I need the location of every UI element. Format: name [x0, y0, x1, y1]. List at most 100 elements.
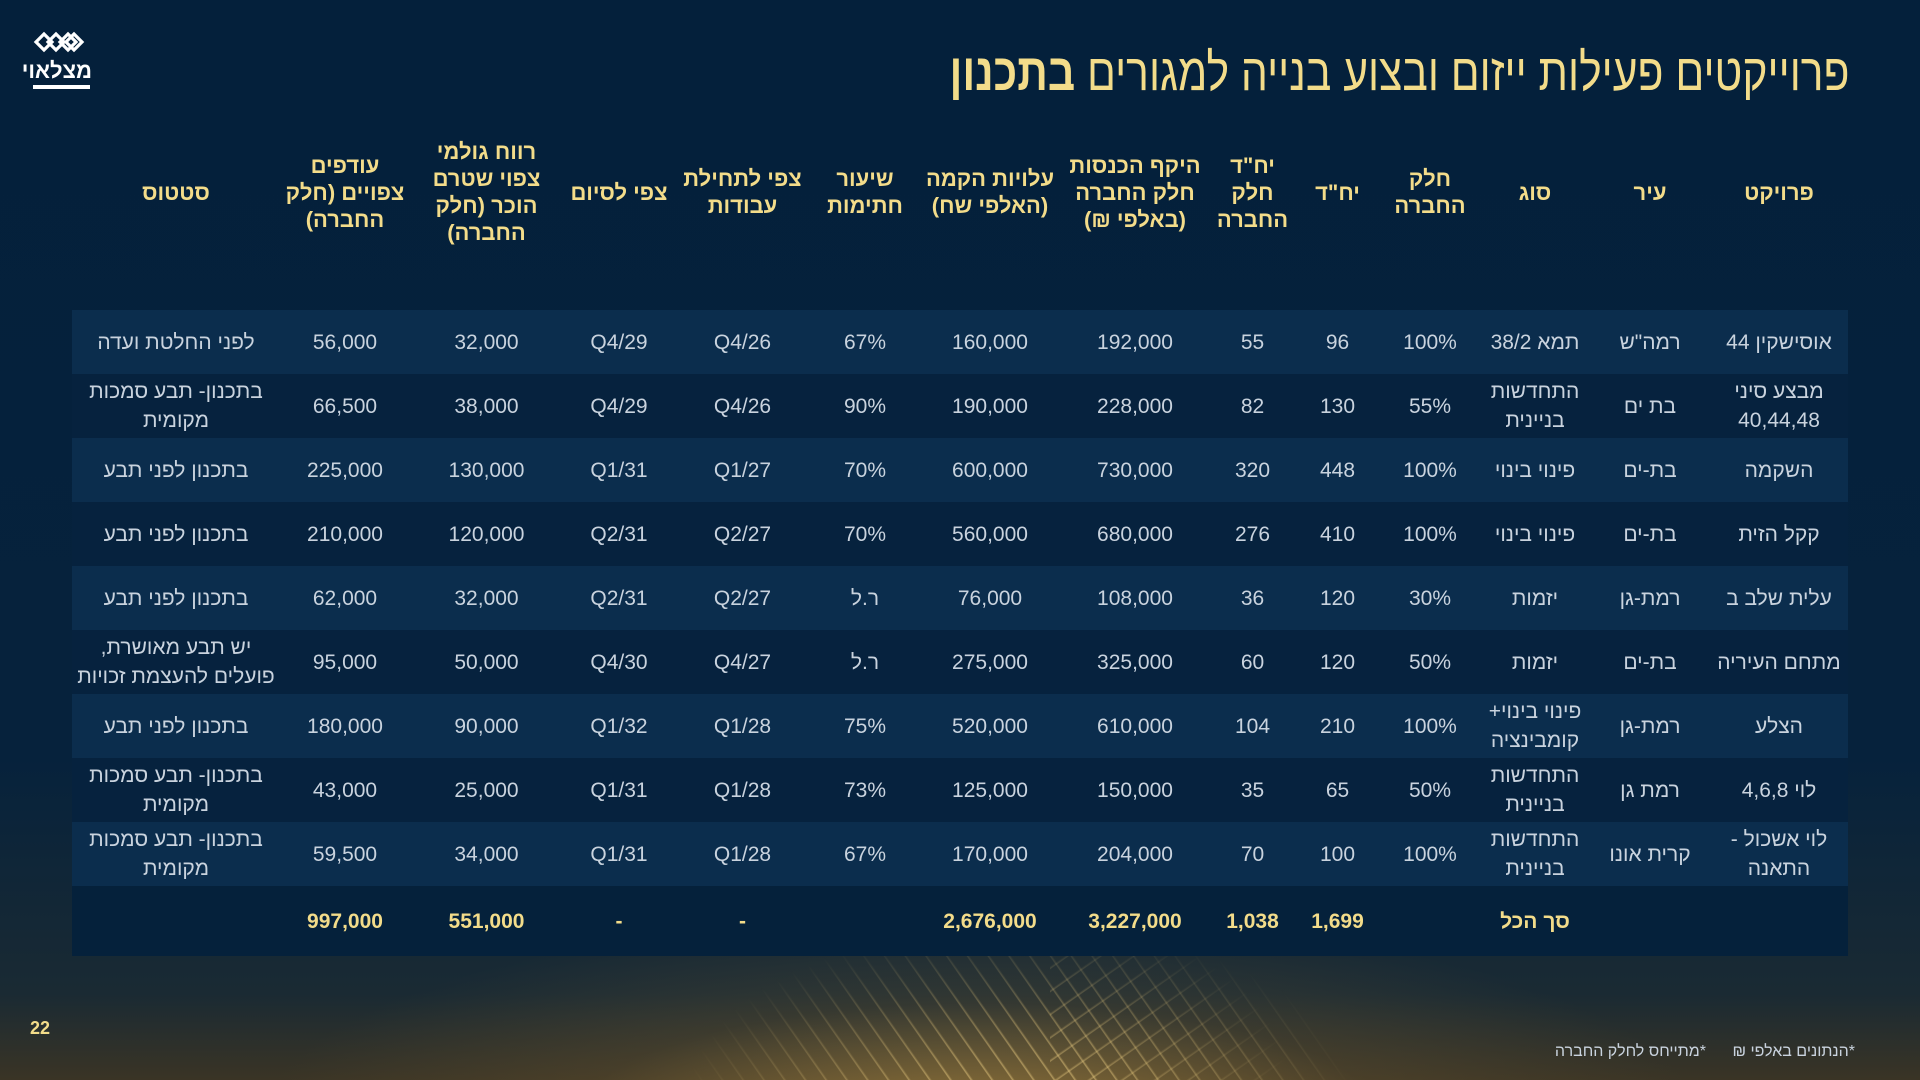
cell-expected-start: Q1/28	[675, 694, 810, 758]
col-header-costs: עלויות הקמה (האלפי שח)	[925, 166, 1055, 218]
cell-expected-end: Q1/32	[563, 694, 675, 758]
footnote-thousands: *הנתונים באלפי ₪	[1732, 1043, 1855, 1060]
cell-status: בתכנון- תבע סמכות מקומית	[72, 822, 280, 886]
cell-company-share: 100%	[1380, 502, 1480, 566]
cell-status: בתכנון לפני תבע	[72, 502, 280, 566]
cell-company-share: 100%	[1380, 694, 1480, 758]
cell-company-share: 30%	[1380, 566, 1480, 630]
total-expected-end: -	[563, 886, 675, 956]
cell-status: בתכנון לפני תבע	[72, 694, 280, 758]
table-row: אוסישקין 44 רמה"ש תמא 38/2 100% 96 55 192,000 1…	[72, 310, 1848, 374]
cell-city: רמת-גן	[1590, 566, 1710, 630]
col-header-company-share: חלק החברה	[1394, 166, 1466, 218]
cell-surplus: 225,000	[280, 438, 410, 502]
cell-revenue: 108,000	[1060, 566, 1210, 630]
cell-expected-end: Q4/29	[563, 310, 675, 374]
cell-city: רמת-גן	[1590, 694, 1710, 758]
col-header-surplus: עודפים צפויים (חלק החברה)	[285, 152, 405, 232]
cell-units-company: 55	[1210, 310, 1295, 374]
cell-signing-rate: 90%	[810, 374, 920, 438]
cell-type: פינוי בינוי	[1480, 438, 1590, 502]
cell-signing-rate: 73%	[810, 758, 920, 822]
cell-project: מבצע סיני 40,44,48	[1710, 374, 1848, 438]
cell-units-company: 60	[1210, 630, 1295, 694]
cell-type: התחדשות בניינית	[1480, 822, 1590, 886]
footnote-company-share: *מתייחס לחלק החברה	[1554, 1043, 1706, 1060]
cell-company-share: 50%	[1380, 630, 1480, 694]
cell-gross-profit: 25,000	[410, 758, 563, 822]
cell-project: לוי 4,6,8	[1710, 758, 1848, 822]
col-header-expected-end: צפי לסיום	[570, 179, 668, 205]
cell-type: פינוי בינוי	[1480, 502, 1590, 566]
total-costs: 2,676,000	[920, 886, 1060, 956]
logo-underline	[33, 85, 90, 89]
cell-type: יזמות	[1480, 566, 1590, 630]
col-header-units-company: יח"ד חלק החברה	[1216, 152, 1289, 232]
cell-units: 210	[1295, 694, 1380, 758]
cell-status: בתכנון- תבע סמכות מקומית	[72, 758, 280, 822]
cell-costs: 76,000	[920, 566, 1060, 630]
cell-costs: 125,000	[920, 758, 1060, 822]
cell-type: התחדשות בניינית	[1480, 374, 1590, 438]
cell-units: 120	[1295, 630, 1380, 694]
cell-signing-rate: 67%	[810, 822, 920, 886]
cell-units: 410	[1295, 502, 1380, 566]
cell-city: בת-ים	[1590, 438, 1710, 502]
cell-city: קרית אונו	[1590, 822, 1710, 886]
cell-signing-rate: ר.ל	[810, 566, 920, 630]
page-title-main: פרוייקטים פעילות ייזום ובצוע בנייה למגור…	[1087, 44, 1850, 102]
cell-surplus: 210,000	[280, 502, 410, 566]
cell-surplus: 95,000	[280, 630, 410, 694]
total-units: 1,699	[1295, 886, 1380, 956]
col-header-revenue: היקף הכנסות חלק החברה (באלפי ₪)	[1069, 152, 1201, 232]
total-gross-profit: 551,000	[410, 886, 563, 956]
cell-revenue: 730,000	[1060, 438, 1210, 502]
cell-city: בת-ים	[1590, 630, 1710, 694]
cell-project: השקמה	[1710, 438, 1848, 502]
col-header-city: עיר	[1633, 179, 1667, 205]
total-units-company: 1,038	[1210, 886, 1295, 956]
cell-city: בת-ים	[1590, 502, 1710, 566]
cell-units: 96	[1295, 310, 1380, 374]
cell-gross-profit: 32,000	[410, 566, 563, 630]
cell-expected-start: Q1/27	[675, 438, 810, 502]
col-header-type: סוג	[1518, 179, 1552, 205]
cell-gross-profit: 34,000	[410, 822, 563, 886]
cell-revenue: 192,000	[1060, 310, 1210, 374]
page-title-emphasis: בתכנון	[950, 44, 1076, 102]
cell-costs: 520,000	[920, 694, 1060, 758]
cell-units-company: 104	[1210, 694, 1295, 758]
cell-expected-start: Q2/27	[675, 566, 810, 630]
cell-units-company: 70	[1210, 822, 1295, 886]
cell-project: קקל הזית	[1710, 502, 1848, 566]
total-type: סך הכל	[1480, 886, 1590, 956]
footnote: *הנתונים באלפי ₪ *מתייחס לחלק החברה	[1533, 1043, 1855, 1061]
cell-status: לפני החלטת ועדה	[72, 310, 280, 374]
cell-surplus: 62,000	[280, 566, 410, 630]
cell-signing-rate: ר.ל	[810, 630, 920, 694]
cell-expected-end: Q4/30	[563, 630, 675, 694]
cell-company-share: 50%	[1380, 758, 1480, 822]
cell-costs: 560,000	[920, 502, 1060, 566]
cell-signing-rate: 67%	[810, 310, 920, 374]
cell-revenue: 610,000	[1060, 694, 1210, 758]
cell-company-share: 100%	[1380, 310, 1480, 374]
total-expected-start: -	[675, 886, 810, 956]
cell-units: 100	[1295, 822, 1380, 886]
total-revenue: 3,227,000	[1060, 886, 1210, 956]
table-header-row: פרויקט עיר סוג חלק החברה יח"ד יח"ד חלק ה…	[72, 138, 1848, 246]
total-surplus: 997,000	[280, 886, 410, 956]
cell-expected-end: Q1/31	[563, 758, 675, 822]
table-total-row: סך הכל 1,699 1,038 3,227,000 2,676,000- -551,…	[72, 886, 1848, 956]
cell-revenue: 228,000	[1060, 374, 1210, 438]
cell-gross-profit: 120,000	[410, 502, 563, 566]
cell-gross-profit: 38,000	[410, 374, 563, 438]
cell-type: התחדשות בניינית	[1480, 758, 1590, 822]
table-row: השקמה בת-ים פינוי בינוי 100% 448 320 730,000 60…	[72, 438, 1848, 502]
projects-table: פרויקט עיר סוג חלק החברה יח"ד יח"ד חלק ה…	[72, 138, 1848, 956]
col-header-expected-start: צפי לתחילת עבודות	[683, 166, 802, 218]
cell-expected-start: Q4/26	[675, 310, 810, 374]
cell-surplus: 43,000	[280, 758, 410, 822]
cell-expected-start: Q4/26	[675, 374, 810, 438]
total-company-share	[1380, 886, 1480, 956]
